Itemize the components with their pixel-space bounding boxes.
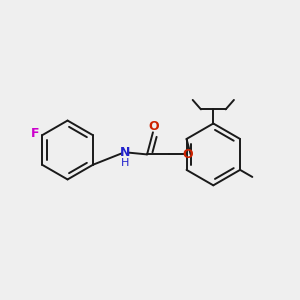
Text: O: O <box>148 120 159 133</box>
Text: H: H <box>122 158 130 168</box>
Text: N: N <box>120 146 130 159</box>
Text: F: F <box>31 127 40 140</box>
Text: O: O <box>182 148 193 161</box>
